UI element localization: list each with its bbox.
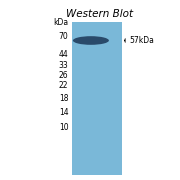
- Text: 57kDa: 57kDa: [130, 36, 154, 45]
- Text: 10: 10: [59, 123, 68, 132]
- Bar: [72, 22, 122, 175]
- Text: 18: 18: [59, 94, 68, 103]
- Text: 26: 26: [59, 71, 68, 80]
- Ellipse shape: [73, 36, 109, 45]
- Text: Western Blot: Western Blot: [66, 9, 133, 19]
- Text: 44: 44: [59, 50, 68, 59]
- Text: 33: 33: [59, 61, 68, 70]
- Text: kDa: kDa: [53, 18, 68, 27]
- Text: 22: 22: [59, 81, 68, 90]
- Text: 70: 70: [59, 32, 68, 41]
- Text: 14: 14: [59, 108, 68, 117]
